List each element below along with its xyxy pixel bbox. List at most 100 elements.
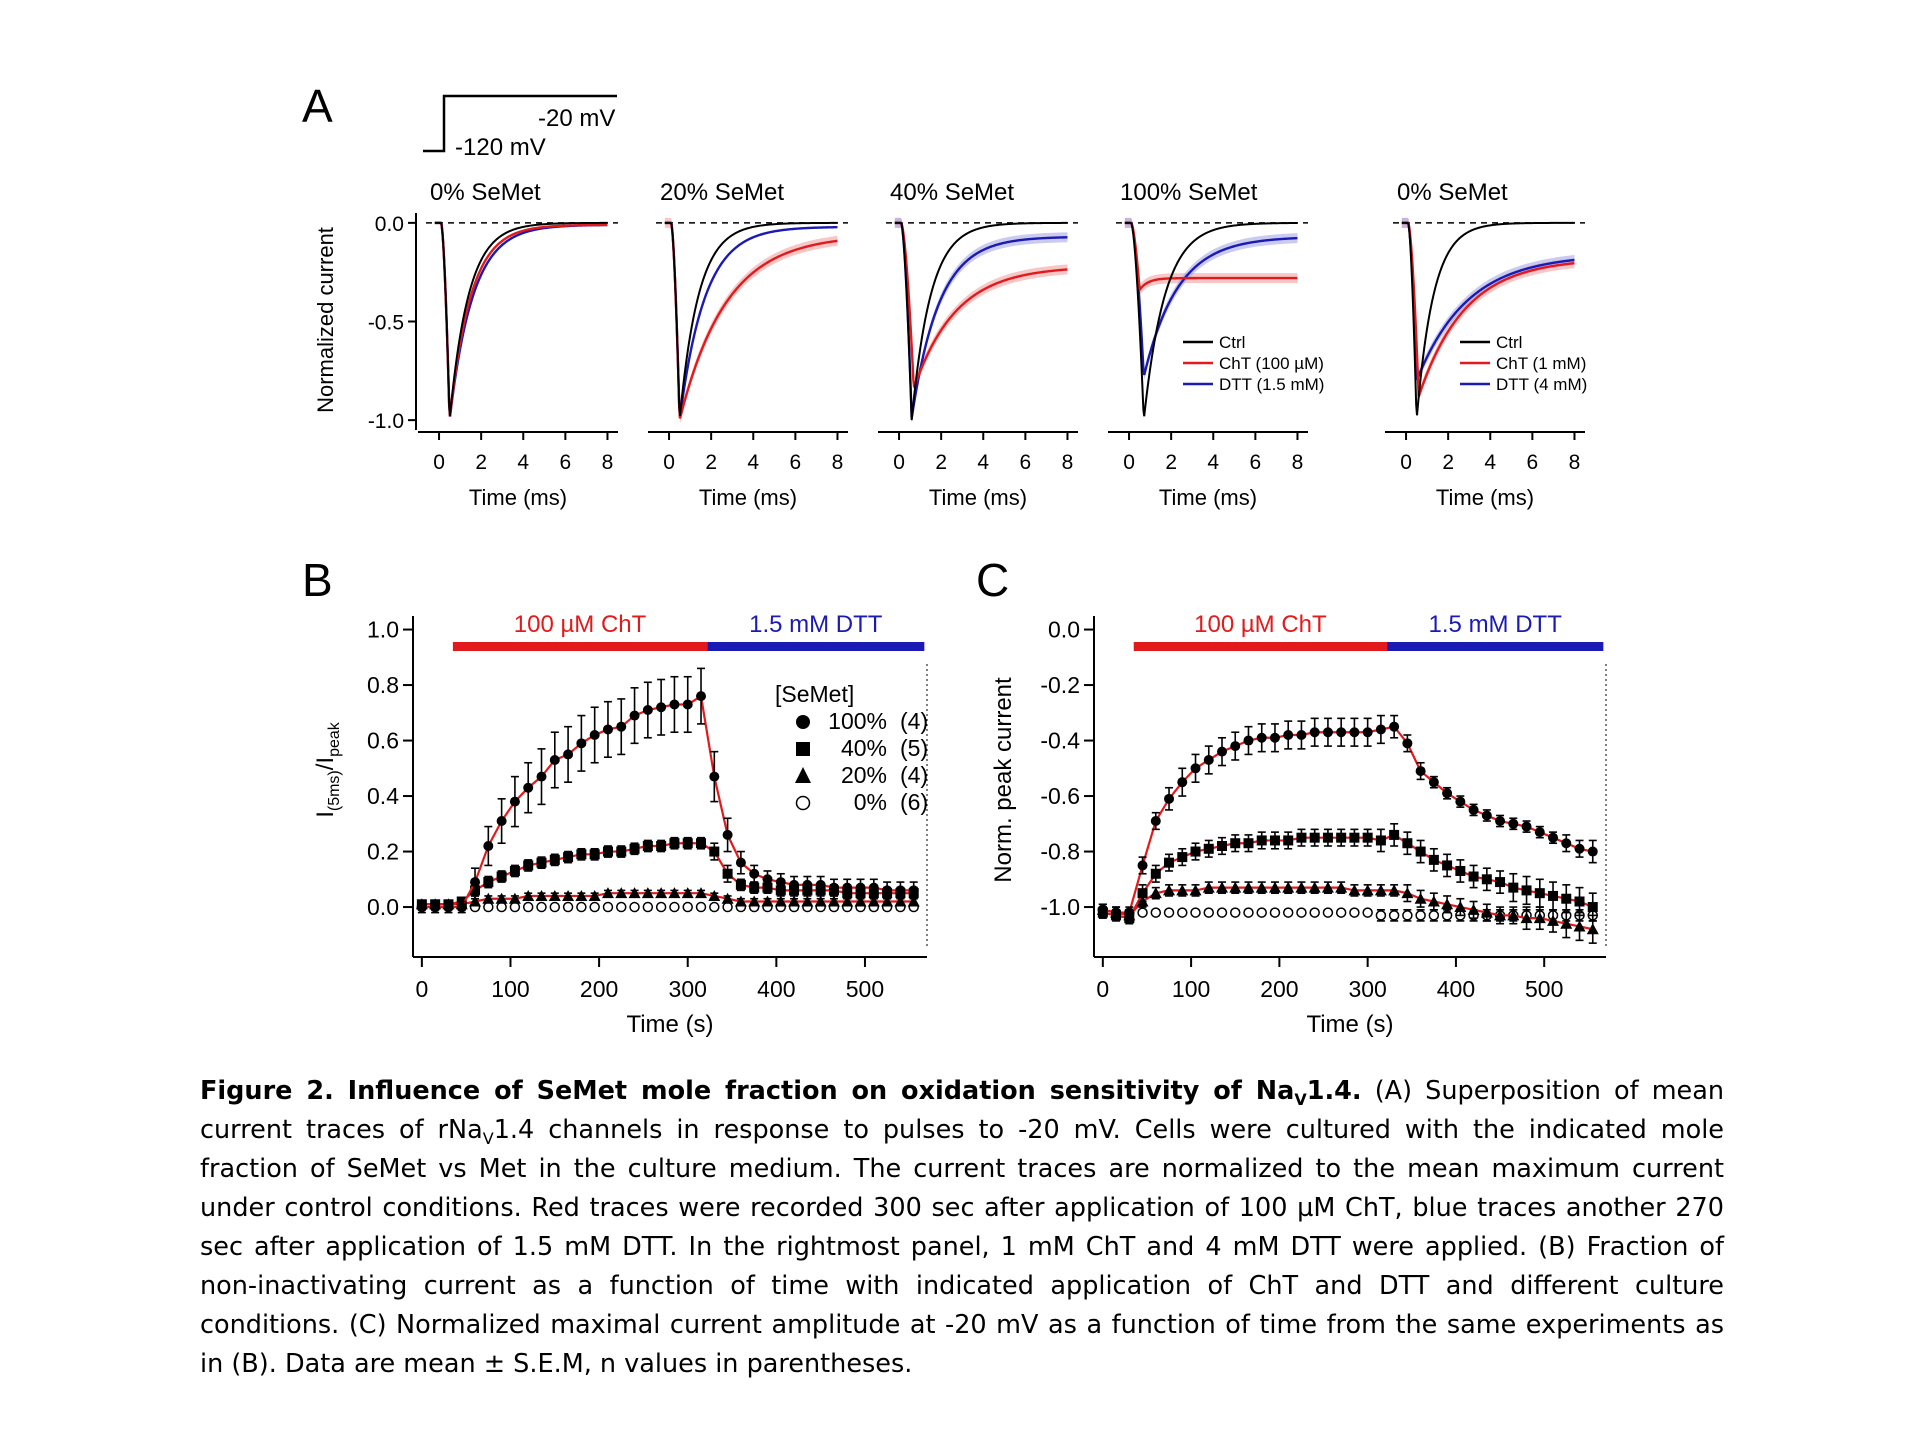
data-point xyxy=(1203,907,1215,918)
panel-a-subplot-title: 40% SeMet xyxy=(890,179,1014,206)
data-point xyxy=(1149,887,1162,899)
data-point xyxy=(908,885,919,896)
data-point xyxy=(469,895,482,907)
data-point xyxy=(509,865,520,876)
data-point xyxy=(801,895,814,907)
data-point xyxy=(482,892,495,904)
data-point xyxy=(1177,852,1188,863)
data-point xyxy=(602,724,613,735)
figure-caption: Figure 2. Influence of SeMet mole fracti… xyxy=(200,1072,1724,1384)
data-point xyxy=(814,895,827,907)
x-tick-label: 2 xyxy=(1165,451,1177,474)
x-tick-label: 200 xyxy=(1260,976,1298,1002)
data-point xyxy=(788,895,801,907)
dtt-trace xyxy=(664,221,838,418)
data-point xyxy=(1229,907,1241,918)
data-point xyxy=(1124,907,1135,918)
data-point xyxy=(1242,881,1255,893)
data-point xyxy=(1321,881,1334,893)
cht-trace xyxy=(664,221,838,419)
data-point xyxy=(762,874,773,885)
data-point xyxy=(669,838,680,849)
data-point xyxy=(641,887,654,899)
data-point xyxy=(1256,907,1267,918)
data-point xyxy=(549,901,561,913)
data-point xyxy=(443,902,454,913)
data-point xyxy=(681,887,694,899)
data-point xyxy=(616,721,627,732)
x-tick-label: 0 xyxy=(415,976,428,1002)
data-point xyxy=(1203,843,1214,854)
data-point xyxy=(1335,907,1347,918)
y-tick-label: 0.4 xyxy=(367,783,399,809)
data-point xyxy=(575,889,588,901)
data-point xyxy=(1362,907,1373,918)
panel-label-b: B xyxy=(302,554,333,606)
x-tick-label: 4 xyxy=(1207,451,1219,474)
data-point xyxy=(536,857,547,868)
data-point xyxy=(509,901,521,913)
data-point xyxy=(1507,909,1520,921)
data-point xyxy=(682,838,693,849)
legend-label: ChT (100 µM) xyxy=(1219,354,1324,373)
data-point xyxy=(1243,735,1254,746)
data-point xyxy=(563,852,574,863)
data-point xyxy=(1401,887,1414,899)
data-point xyxy=(656,841,667,851)
x-tick-label: 2 xyxy=(705,451,717,474)
data-point xyxy=(1495,877,1506,888)
data-point xyxy=(1415,846,1426,857)
legend-label: DTT (4 mM) xyxy=(1496,375,1587,394)
panel-a-subplot-2: 20% SeMet 0 2 4 6 8 Time (ms) xyxy=(648,179,848,510)
data-point xyxy=(548,889,561,901)
data-point xyxy=(1548,890,1559,901)
x-tick-label: 2 xyxy=(475,451,487,474)
data-point xyxy=(1217,841,1227,851)
data-point xyxy=(1481,874,1492,885)
data-point xyxy=(1349,727,1360,738)
data-point xyxy=(1442,860,1453,871)
data-point xyxy=(1362,727,1373,738)
cht-trace xyxy=(1401,221,1575,397)
data-point xyxy=(1467,903,1480,915)
data-point xyxy=(616,846,627,857)
data-point xyxy=(1560,917,1573,929)
data-point xyxy=(696,691,707,702)
fit-line xyxy=(1102,886,1593,931)
y-tick-label: -0.2 xyxy=(1040,672,1080,698)
data-point xyxy=(536,901,547,913)
data-point xyxy=(1455,865,1466,876)
data-point xyxy=(708,889,721,901)
data-point xyxy=(1442,788,1453,799)
x-tick-label: 400 xyxy=(757,976,795,1002)
data-point xyxy=(589,901,600,913)
ctrl-trace xyxy=(434,221,608,416)
data-point xyxy=(523,782,534,793)
data-point xyxy=(522,889,535,901)
protocol-hold-label: -120 mV xyxy=(455,134,546,161)
panel-a-xlabel: Time (ms) xyxy=(699,485,797,510)
data-point xyxy=(642,705,653,716)
legend-n: (4) xyxy=(900,762,928,788)
data-point xyxy=(815,879,826,890)
panel-c-dtt-bar xyxy=(1387,642,1604,651)
data-point xyxy=(1097,904,1108,915)
data-point xyxy=(894,895,907,907)
data-point xyxy=(1561,838,1572,849)
data-point xyxy=(616,901,627,913)
data-point xyxy=(1176,884,1189,896)
data-point xyxy=(1202,881,1215,893)
cht-sem-band xyxy=(1124,217,1298,295)
x-tick-label: 0 xyxy=(1096,976,1109,1002)
y-tick-label: 0.8 xyxy=(367,672,399,698)
data-point xyxy=(495,892,508,904)
panel-c-xlabel: Time (s) xyxy=(1306,1011,1393,1038)
data-point xyxy=(722,901,733,913)
data-point xyxy=(1587,846,1598,857)
panel-c-series-open-circle xyxy=(1097,904,1599,922)
panel-b-cht-bar-label: 100 µM ChT xyxy=(514,611,647,638)
data-point xyxy=(1164,857,1175,868)
data-point xyxy=(655,901,667,913)
data-point xyxy=(775,877,786,888)
data-point xyxy=(1534,888,1545,899)
